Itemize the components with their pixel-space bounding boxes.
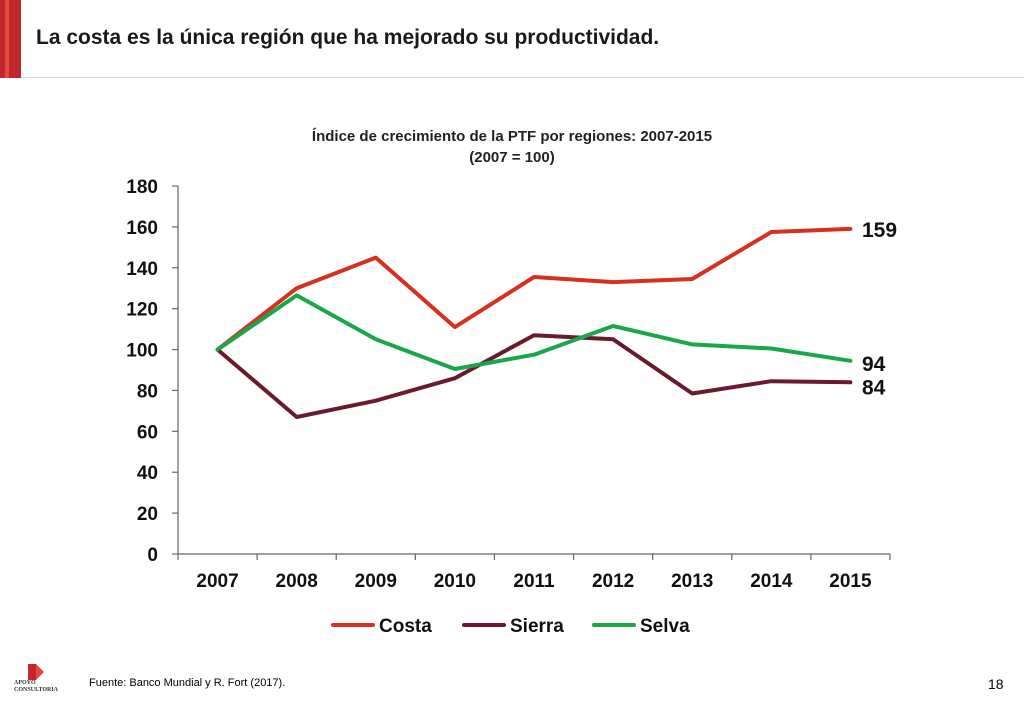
y-tick-label: 140 [126, 259, 158, 280]
x-tick-label: 2015 [829, 571, 872, 592]
series-line-costa [215, 226, 853, 352]
chart-subtitle: (2007 = 100) [469, 149, 554, 166]
end-label-sierra: 84 [862, 376, 886, 399]
x-tick-label: 2007 [196, 571, 238, 592]
x-tick-label: 2014 [750, 571, 793, 592]
x-tick-label: 2010 [434, 571, 476, 592]
series-line-selva [215, 293, 853, 371]
slide-title: La costa es la única región que ha mejor… [36, 26, 660, 49]
page-number: 18 [988, 676, 1004, 692]
chart-legend: Costa Sierra Selva [331, 616, 690, 637]
y-tick-label: 40 [137, 463, 158, 484]
company-logo: APOYO CONSULTORIA [14, 662, 66, 700]
legend-label-selva: Selva [640, 616, 690, 637]
y-tick-label: 100 [126, 341, 158, 362]
legend-label-costa: Costa [379, 616, 432, 637]
chart-title: Índice de crecimiento de la PTF por regi… [312, 128, 712, 145]
end-label-selva: 94 [862, 353, 886, 376]
y-tick-label: 0 [147, 545, 158, 566]
logo-text: APOYO CONSULTORIA [14, 680, 66, 694]
logo-line2: CONSULTORIA [14, 687, 59, 693]
logo-line1: APOYO [14, 680, 36, 686]
legend-label-sierra: Sierra [510, 616, 564, 637]
x-tick-label: 2013 [671, 571, 713, 592]
series-line-sierra [215, 333, 853, 419]
series-layer [215, 226, 853, 419]
end-label-costa: 159 [862, 219, 897, 242]
left-accent-bar [0, 0, 21, 78]
source-note: Fuente: Banco Mundial y R. Fort (2017). [89, 677, 286, 689]
title-divider [21, 77, 1024, 78]
y-tick-label: 160 [126, 218, 158, 239]
y-tick-label: 60 [137, 422, 158, 443]
x-tick-label: 2008 [276, 571, 318, 592]
chart-axes: 0 20 40 60 80 100 120 140 160 180 2007 2008 2009 2010… [126, 177, 891, 592]
logo-mark-icon [28, 664, 44, 680]
y-tick-label: 80 [137, 381, 158, 402]
x-tick-label: 2009 [355, 571, 397, 592]
y-tick-label: 180 [126, 177, 158, 198]
x-tick-label: 2011 [513, 571, 555, 592]
y-tick-label: 120 [126, 300, 158, 321]
y-tick-label: 20 [137, 504, 158, 525]
x-tick-label: 2012 [592, 571, 634, 592]
